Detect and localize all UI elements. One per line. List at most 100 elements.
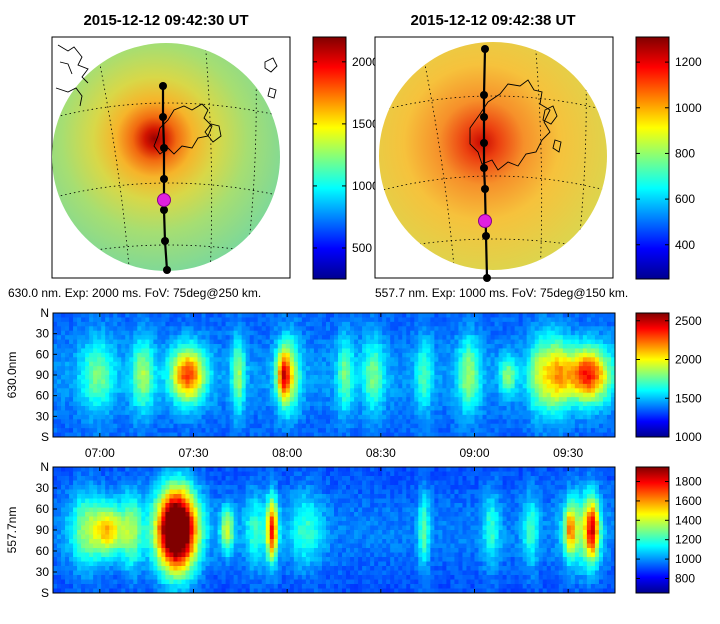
keogram-cell-k1 xyxy=(181,330,186,336)
keogram-cell-k1 xyxy=(594,419,600,425)
keogram-cell-k1 xyxy=(177,406,182,411)
keogram-cell-k1 xyxy=(414,397,419,403)
keogram-cell-k1 xyxy=(518,428,524,434)
keogram-cell-k2 xyxy=(109,476,114,481)
keogram-cell-k2 xyxy=(57,570,62,576)
keogram-cell-k1 xyxy=(189,432,194,438)
keogram-cell-k1 xyxy=(109,428,114,434)
keogram-cell-k1 xyxy=(125,388,130,394)
keogram-cell-k1 xyxy=(101,397,106,403)
keogram-cell-k1 xyxy=(498,414,504,420)
keogram-cell-k1 xyxy=(482,321,488,327)
keogram-cell-k2 xyxy=(141,557,146,562)
keogram-cell-k2 xyxy=(125,480,130,486)
keogram-cell-k2 xyxy=(157,543,162,549)
keogram-cell-k1 xyxy=(590,366,596,372)
keogram-cell-k1 xyxy=(273,388,279,394)
keogram-cell-k1 xyxy=(57,383,62,389)
keogram-cell-k1 xyxy=(578,388,584,394)
keogram-cell-k1 xyxy=(554,414,560,420)
keogram-cell-k2 xyxy=(173,575,178,580)
keogram-cell-k1 xyxy=(205,370,211,376)
keogram-cell-k2 xyxy=(121,485,126,490)
keogram-cell-k1 xyxy=(105,335,110,341)
keogram-cell-k1 xyxy=(113,419,118,425)
keogram-cell-k1 xyxy=(185,366,190,372)
keogram-cell-k1 xyxy=(321,357,327,363)
keogram-cell-k1 xyxy=(245,339,251,345)
keogram-cell-k1 xyxy=(305,392,311,398)
keogram-cell-k1 xyxy=(378,375,383,380)
keogram-cell-k1 xyxy=(450,401,455,407)
keogram-cell-k1 xyxy=(181,379,186,385)
keogram-cell-k1 xyxy=(370,410,375,416)
keogram-cell-k2 xyxy=(117,539,122,544)
keogram-cell-k1 xyxy=(157,379,162,385)
keogram-cell-k1 xyxy=(478,392,484,398)
keogram-cell-k1 xyxy=(61,375,66,380)
keogram-cell-k1 xyxy=(538,352,544,358)
keogram-cell-k1 xyxy=(458,317,463,323)
keogram-cell-k1 xyxy=(558,370,564,376)
keogram-cell-k1 xyxy=(506,428,512,434)
keogram-cell-k1 xyxy=(370,361,375,367)
keogram-cell-k1 xyxy=(61,423,66,429)
keogram-cell-k1 xyxy=(382,344,387,349)
keogram-cell-k1 xyxy=(494,428,500,434)
keogram-cell-k1 xyxy=(414,410,419,416)
keogram-cell-k1 xyxy=(422,375,427,380)
keogram-cell-k1 xyxy=(362,339,367,345)
keogram-cell-k1 xyxy=(342,392,347,398)
keogram-cell-k1 xyxy=(205,388,211,394)
keogram-cell-k1 xyxy=(526,410,532,416)
keogram-cell-k2 xyxy=(113,584,118,589)
keogram-cell-k1 xyxy=(562,383,568,389)
keogram-cell-k1 xyxy=(586,406,592,411)
keogram-cell-k1 xyxy=(554,379,560,385)
keogram-cell-k1 xyxy=(498,375,504,380)
keogram-cell-k2 xyxy=(133,570,138,576)
keogram-cell-k2 xyxy=(53,476,58,481)
keogram-cell-k1 xyxy=(301,379,307,385)
keogram-cell-k1 xyxy=(209,419,215,425)
keogram-cell-k1 xyxy=(522,410,528,416)
keogram-cell-k2 xyxy=(145,566,150,571)
keogram-cell-k1 xyxy=(105,366,110,372)
keogram-cell-k1 xyxy=(277,375,283,380)
keogram-cell-k1 xyxy=(301,339,307,345)
keogram-cell-k2 xyxy=(161,552,166,558)
keogram-cell-k2 xyxy=(125,476,130,481)
keogram-cell-k1 xyxy=(554,366,560,372)
keogram-cell-k1 xyxy=(382,321,387,327)
y-tick-label-k1-2: 60 xyxy=(36,347,50,361)
sky-1-station-marker xyxy=(157,193,171,207)
keogram-cell-k1 xyxy=(157,330,162,336)
keogram-cell-k2 xyxy=(177,467,182,472)
keogram-cell-k1 xyxy=(358,348,363,354)
keogram-cell-k1 xyxy=(273,414,279,420)
keogram-cell-k1 xyxy=(245,361,251,367)
keogram-cell-k1 xyxy=(157,366,162,372)
keogram-cell-k1 xyxy=(406,397,411,403)
track-point-b-1 xyxy=(480,91,488,99)
keogram-cell-k1 xyxy=(269,397,275,403)
keogram-cell-k2 xyxy=(137,507,142,513)
keogram-cell-k1 xyxy=(550,392,556,398)
keogram-cell-k1 xyxy=(217,344,223,349)
keogram-cell-k1 xyxy=(317,428,323,434)
keogram-cell-k1 xyxy=(97,326,102,332)
keogram-cell-k2 xyxy=(165,579,170,585)
keogram-cell-k1 xyxy=(297,423,303,429)
x-tick-label-k1-5: 09:30 xyxy=(553,446,583,460)
keogram-cell-k1 xyxy=(454,317,459,323)
keogram-cell-k1 xyxy=(221,335,227,341)
keogram-cell-k1 xyxy=(458,375,463,380)
keogram-cell-k1 xyxy=(374,321,379,327)
keogram-cell-k2 xyxy=(149,561,154,567)
keogram-cell-k2 xyxy=(173,579,178,585)
keogram-cell-k1 xyxy=(249,339,255,345)
keogram-cell-k2 xyxy=(85,503,90,508)
keogram-cell-k1 xyxy=(89,397,94,403)
keogram-cell-k2 xyxy=(101,552,106,558)
keogram-cell-k1 xyxy=(526,423,532,429)
